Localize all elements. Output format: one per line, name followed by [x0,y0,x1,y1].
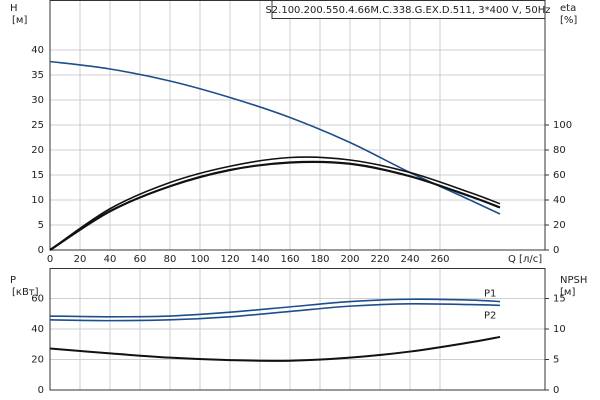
x-tick-label: 20 [74,254,87,265]
y-tick-label: 30 [31,95,44,106]
y2-axis-label: [%] [560,15,577,26]
series-line [49,60,501,215]
x-tick-label: 160 [280,254,299,265]
x-tick-label: 40 [104,254,117,265]
y-tick-label: 40 [31,45,44,56]
series-line [49,160,501,251]
x-tick-label: 240 [400,254,419,265]
y-tick-label: 20 [31,145,44,156]
y2-tick-label: 60 [553,170,566,181]
series-line [49,298,501,318]
y-tick-label: 0 [38,385,44,396]
x-tick-label: 220 [370,254,389,265]
y-axis-label: [кВт] [12,287,39,298]
y-tick-label: 10 [31,195,44,206]
x-axis-label: Q [л/с] [508,254,542,265]
y-tick-label: 15 [31,170,44,181]
series-line [49,302,501,322]
y2-tick-label: 10 [553,324,566,335]
y-tick-label: 40 [31,324,44,335]
y-axis-label: P [10,275,16,286]
y2-axis-label: NPSH [560,275,587,286]
y-tick-label: 20 [31,355,44,366]
plot-frame [49,268,546,391]
y2-tick-label: 0 [553,385,559,396]
y2-axis-label: [м] [560,287,575,298]
x-tick-label: 0 [47,254,53,265]
y2-tick-label: 100 [553,120,572,131]
x-tick-label: 80 [164,254,177,265]
x-tick-label: 60 [134,254,147,265]
y-tick-label: 5 [38,220,44,231]
x-tick-label: 200 [340,254,359,265]
y-tick-label: 35 [31,70,44,81]
x-tick-label: 140 [250,254,269,265]
y2-tick-label: 15 [553,294,566,305]
title-box [271,0,546,19]
y-axis-label: [м] [12,15,27,26]
y2-tick-label: 40 [553,195,566,206]
y2-tick-label: 5 [553,355,559,366]
series-label: P1 [484,289,496,300]
chart-title: S2.100.200.550.4.66M.C.338.G.EX.D.511, 3… [265,5,550,16]
y-axis-label: H [10,3,18,14]
y-tick-label: 60 [31,294,44,305]
x-tick-label: 100 [190,254,209,265]
x-tick-label: 180 [310,254,329,265]
series-line [49,335,501,362]
y2-tick-label: 80 [553,145,566,156]
x-tick-label: 260 [430,254,449,265]
y2-tick-label: 20 [553,220,566,231]
series-line [49,156,501,251]
series-label: P2 [484,310,496,321]
y-tick-label: 0 [38,245,44,256]
y2-tick-label: 0 [553,245,559,256]
y-tick-label: 25 [31,120,44,131]
y2-axis-label: eta [560,3,576,14]
x-tick-label: 120 [220,254,239,265]
